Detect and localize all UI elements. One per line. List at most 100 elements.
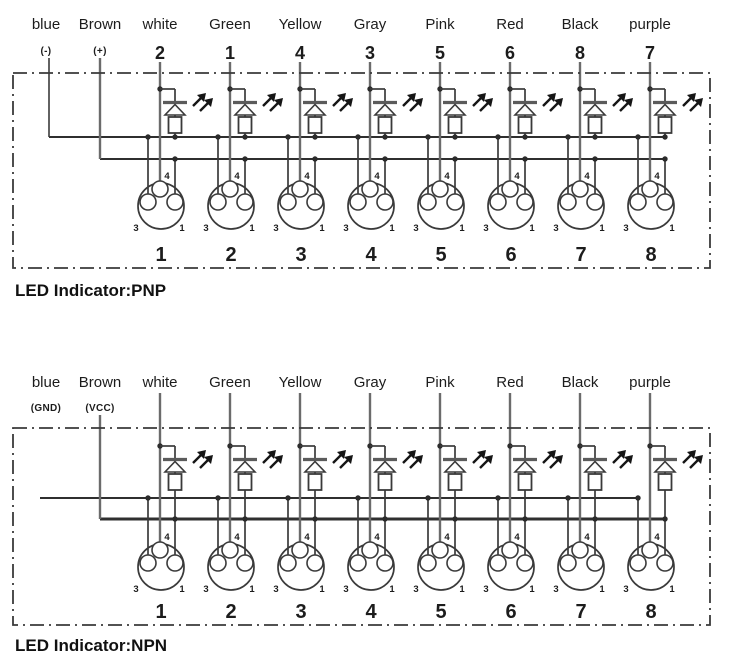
pnp-title: LED Indicator:PNP (15, 281, 166, 300)
channel-wire-pin-number: 4 (295, 43, 305, 63)
led-resistor (517, 116, 533, 134)
channel-color-label: Green (209, 374, 251, 391)
led-light-arrow-icon (409, 98, 423, 112)
connector-pin-1 (656, 554, 674, 572)
power-label-blue: blue (32, 374, 60, 391)
pin1-label: 1 (459, 584, 465, 595)
junction-dot (242, 134, 248, 140)
power-polarity-blue: (-) (41, 46, 52, 57)
connector-pin-4 (291, 180, 309, 198)
channel-color-label: Gray (354, 16, 387, 33)
connector-pin-1 (166, 193, 184, 211)
junction-dot (172, 156, 178, 162)
junction-dot (452, 516, 458, 522)
connector-pin-3 (139, 554, 157, 572)
channel-color-label: Red (496, 374, 524, 391)
connector-pin-3 (279, 193, 297, 211)
connector-pin-4 (151, 180, 169, 198)
led-resistor (517, 473, 533, 491)
pin4-label: 4 (164, 532, 170, 543)
pnp-power-leads: blue (-) Brown (+) (32, 16, 121, 159)
led-resistor (237, 116, 253, 134)
junction-dot (172, 134, 178, 140)
channel-wire-pin-number: 5 (435, 43, 445, 63)
led-diode-triangle (653, 103, 677, 116)
channel-wire-pin-number: 8 (575, 43, 585, 63)
pin4-label: 4 (304, 171, 310, 182)
connector-pin-4 (431, 180, 449, 198)
connector-pin-1 (306, 193, 324, 211)
channel-wire-pin-number: 3 (365, 43, 375, 63)
connector-pin-4 (221, 180, 239, 198)
junction-dot (425, 134, 431, 140)
led-light-arrow-icon (619, 98, 633, 112)
led-diode-triangle (513, 460, 537, 473)
connector-pin-1 (376, 193, 394, 211)
pnp-diagram: blue (-) Brown (+) white 2 4 3 1 1 Green 1 4 3 1 2 Yello… (12, 16, 711, 269)
connector-number: 6 (505, 244, 516, 266)
led-light-arrow-icon (472, 93, 486, 107)
pnp-channel-8: purple 7 4 3 1 8 (623, 16, 703, 266)
junction-dot (382, 516, 388, 522)
power-polarity-brown: (VCC) (85, 403, 114, 414)
pin1-label: 1 (599, 223, 605, 234)
pin1-label: 1 (319, 584, 325, 595)
npn-channel-2: Green 4 3 1 2 (203, 374, 283, 623)
led-resistor (447, 116, 463, 134)
led-light-arrow-icon (612, 93, 626, 107)
connector-pin-1 (516, 554, 534, 572)
pin1-label: 1 (249, 584, 255, 595)
connector-number: 6 (505, 601, 516, 623)
connector-pin-1 (166, 554, 184, 572)
led-resistor (307, 116, 323, 134)
led-diode-triangle (303, 460, 327, 473)
power-polarity-brown: (+) (93, 46, 106, 57)
connector-pin-1 (376, 554, 394, 572)
pin3-label: 3 (273, 584, 278, 595)
junction-dot (592, 516, 598, 522)
pin4-label: 4 (234, 532, 240, 543)
led-light-arrow-icon (479, 98, 493, 112)
connector-number: 3 (295, 601, 306, 623)
channel-color-label: purple (629, 16, 671, 33)
channel-color-label: Pink (425, 374, 455, 391)
led-diode-triangle (303, 103, 327, 116)
pin4-label: 4 (654, 532, 660, 543)
pin4-label: 4 (304, 532, 310, 543)
led-light-arrow-icon (689, 98, 703, 112)
led-diode-triangle (443, 460, 467, 473)
led-light-arrow-icon (682, 93, 696, 107)
led-resistor (377, 116, 393, 134)
connector-pin-4 (501, 180, 519, 198)
junction-dot (285, 134, 291, 140)
connector-pin-4 (641, 541, 659, 559)
led-light-arrow-icon (192, 450, 206, 464)
pin4-label: 4 (374, 532, 380, 543)
pnp-channel-4: Gray 3 4 3 1 4 (343, 16, 423, 266)
led-resistor (657, 473, 673, 491)
connector-pin-1 (446, 193, 464, 211)
led-light-arrow-icon (199, 98, 213, 112)
connector-number: 5 (435, 601, 446, 623)
npn-channel-7: Black 4 3 1 7 (553, 374, 633, 623)
pin3-label: 3 (413, 584, 418, 595)
connector-pin-4 (571, 541, 589, 559)
led-resistor (657, 116, 673, 134)
led-diode-triangle (233, 103, 257, 116)
led-light-arrow-icon (612, 450, 626, 464)
led-light-arrow-icon (479, 455, 493, 469)
junction-dot (382, 156, 388, 162)
junction-dot (425, 495, 431, 501)
pin4-label: 4 (654, 171, 660, 182)
led-resistor (167, 473, 183, 491)
junction-dot (215, 134, 221, 140)
channel-color-label: white (141, 374, 177, 391)
connector-pin-3 (139, 193, 157, 211)
led-light-arrow-icon (542, 93, 556, 107)
led-light-arrow-icon (542, 450, 556, 464)
npn-channel-4: Gray 4 3 1 4 (343, 374, 423, 623)
pin4-label: 4 (164, 171, 170, 182)
npn-channel-5: Pink 4 3 1 5 (413, 374, 493, 623)
channel-color-label: Pink (425, 16, 455, 33)
